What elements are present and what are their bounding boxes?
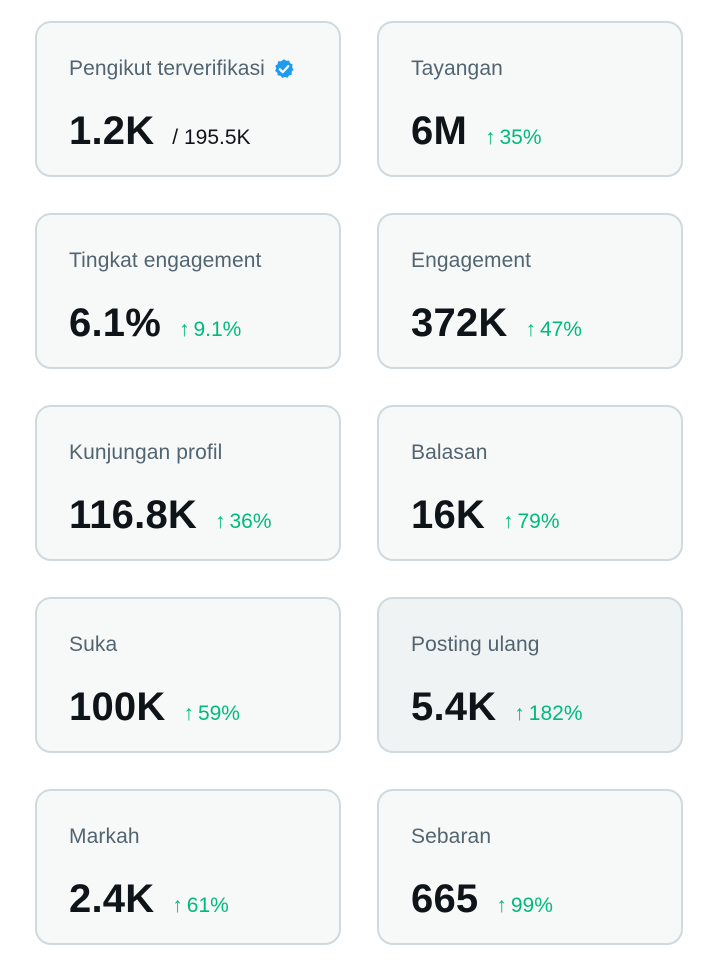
metric-value: 665 [411,877,479,921]
verified-badge-icon [275,59,294,78]
metric-value-row: 5.4K ↑ 182% [411,685,583,730]
metric-label: Pengikut terverifikasi [69,57,265,80]
metric-value: 100K [69,685,166,729]
metric-label-row: Sebaran [411,825,491,849]
metric-value-row: 16K ↑ 79% [411,493,560,538]
metric-trend-value: 99% [510,894,553,917]
metric-value: 1.2K [69,109,155,153]
metric-trend: ↑ 36% [215,510,272,534]
arrow-up-icon: ↑ [514,702,525,725]
metric-trend: ↑ 79% [503,510,560,534]
metric-trend-value: 182% [528,702,583,725]
arrow-up-icon: ↑ [214,510,226,533]
arrow-up-icon: ↑ [502,510,514,533]
metric-label-row: Posting ulang [411,633,540,657]
arrow-up-icon: ↑ [183,702,194,725]
metric-label: Tayangan [411,57,503,80]
arrow-up-icon: ↑ [496,894,507,917]
arrow-up-icon: ↑ [484,126,496,149]
metric-denominator: / 195.5K [172,126,251,149]
metric-label-row: Tayangan [411,57,503,81]
metric-value-row: 100K ↑ 59% [69,685,240,730]
arrow-up-icon: ↑ [172,894,183,917]
metric-value-row: 372K ↑ 47% [411,301,582,346]
metric-label-row: Suka [69,633,117,657]
metric-trend: ↑ 47% [525,318,582,342]
metric-trend: ↑ 9.1% [179,318,241,342]
metric-card-reposts[interactable]: Posting ulang 5.4K ↑ 182% [377,597,683,753]
metric-card-engagement-rate[interactable]: Tingkat engagement 6.1% ↑ 9.1% [35,213,341,369]
metric-value: 6.1% [69,301,161,345]
metric-label: Posting ulang [411,633,540,656]
metric-value: 16K [411,493,485,537]
metric-card-verified-followers[interactable]: Pengikut terverifikasi 1.2K / 195.5K [35,21,341,177]
metric-trend: ↑ 182% [514,702,582,726]
metric-value: 2.4K [69,877,155,921]
metric-trend-value: 47% [539,318,582,341]
metric-value-row: 665 ↑ 99% [411,877,553,922]
arrow-up-icon: ↑ [178,318,190,341]
metric-value: 5.4K [411,685,497,729]
metric-card-profile-visits[interactable]: Kunjungan profil 116.8K ↑ 36% [35,405,341,561]
metric-card-likes[interactable]: Suka 100K ↑ 59% [35,597,341,753]
metric-label-row: Pengikut terverifikasi [69,57,295,81]
metric-label-row: Engagement [411,249,531,273]
metric-label-row: Balasan [411,441,488,465]
metric-label: Tingkat engagement [69,249,262,272]
metric-label-row: Markah [69,825,140,849]
arrow-up-icon: ↑ [525,318,536,341]
metric-card-impressions[interactable]: Tayangan 6M ↑ 35% [377,21,683,177]
metric-label: Balasan [411,441,488,464]
metric-value-row: 1.2K / 195.5K [69,109,251,154]
metric-label: Sebaran [411,825,492,848]
metric-trend: ↑ 99% [496,894,553,918]
metric-trend-value: 61% [186,894,229,917]
metric-trend-value: 35% [499,126,542,149]
metric-card-shares[interactable]: Sebaran 665 ↑ 99% [377,789,683,945]
metric-value-row: 6.1% ↑ 9.1% [69,301,241,346]
metric-trend: ↑ 59% [183,702,240,726]
metric-label: Suka [69,633,118,656]
metric-card-replies[interactable]: Balasan 16K ↑ 79% [377,405,683,561]
metric-trend: ↑ 61% [172,894,229,918]
metric-label-row: Kunjungan profil [69,441,222,465]
metric-trend-value: 79% [517,510,560,533]
metric-value: 372K [411,301,508,345]
metric-card-bookmarks[interactable]: Markah 2.4K ↑ 61% [35,789,341,945]
metric-value: 6M [411,109,467,153]
metric-label: Markah [69,825,140,848]
metric-value-row: 6M ↑ 35% [411,109,542,154]
metric-value: 116.8K [69,493,197,537]
metric-card-engagements[interactable]: Engagement 372K ↑ 47% [377,213,683,369]
metric-label: Engagement [411,249,532,272]
metric-value-row: 2.4K ↑ 61% [69,877,229,922]
metric-label: Kunjungan profil [69,441,223,464]
metric-trend: ↑ 35% [485,126,542,150]
metric-trend-value: 9.1% [193,318,242,341]
metric-value-row: 116.8K ↑ 36% [69,493,272,538]
metric-label-row: Tingkat engagement [69,249,261,273]
metric-trend-value: 36% [229,510,272,533]
metric-trend-value: 59% [197,702,240,725]
